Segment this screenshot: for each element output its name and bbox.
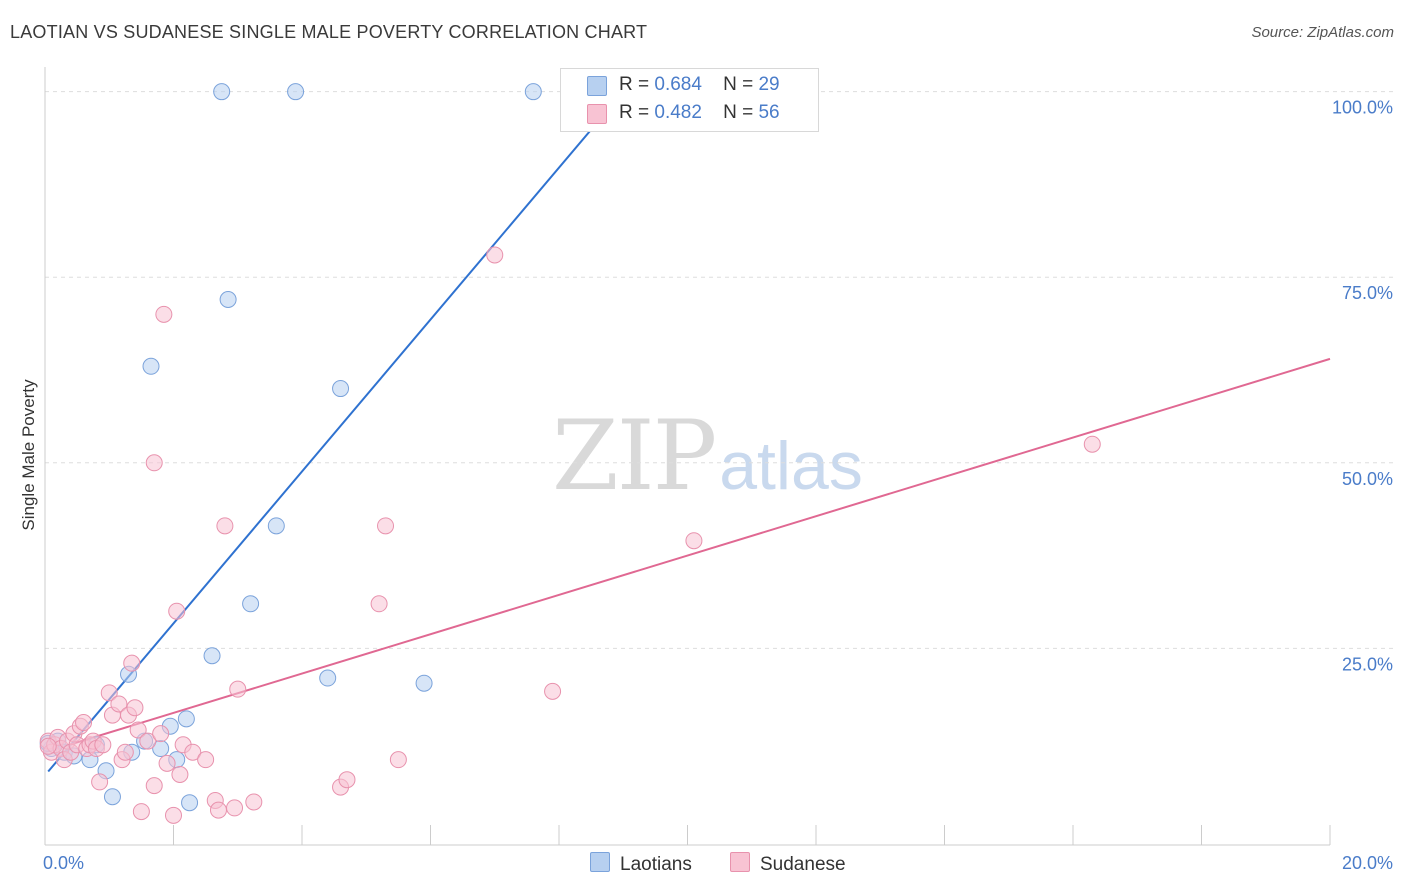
laotian-point	[181, 794, 199, 812]
sudanese-point	[486, 246, 504, 264]
sudanese-point	[94, 736, 112, 754]
sudanese-point	[370, 595, 388, 613]
sudanese-point	[226, 799, 244, 817]
point-layer	[39, 83, 1101, 824]
sudanese-point	[1083, 435, 1101, 453]
sudanese-point	[229, 680, 247, 698]
legend-n-value-sudanese: 56	[758, 102, 780, 123]
sudanese-point	[197, 751, 215, 769]
sudanese-point	[91, 773, 109, 791]
sudanese-point	[39, 737, 57, 755]
legend-r-value-sudanese: 0.482	[654, 102, 702, 123]
laotian-trend-line	[47, 91, 625, 773]
legend-swatch-laotians	[587, 76, 607, 96]
sudanese-point	[165, 806, 182, 824]
source-label: Source: ZipAtlas.com	[1251, 24, 1394, 41]
y-tick-label: 50.0%	[1342, 469, 1393, 489]
watermark: ZIPatlas	[552, 400, 863, 512]
sudanese-point	[126, 699, 144, 717]
sudanese-trend-line	[44, 357, 1331, 754]
y-tick-label: 25.0%	[1342, 654, 1393, 674]
grid-layer	[45, 91, 1395, 649]
sudanese-point	[168, 602, 186, 620]
laotian-point	[415, 674, 433, 692]
bottom-legend-swatch-sudanese	[730, 852, 750, 872]
laotian-point	[103, 788, 121, 806]
laotian-point	[287, 83, 305, 101]
sudanese-point	[116, 743, 134, 761]
sudanese-point	[75, 714, 93, 732]
sudanese-point	[171, 765, 189, 783]
sudanese-point	[245, 793, 263, 811]
sudanese-point	[209, 801, 227, 819]
laotian-point	[524, 83, 542, 101]
axis-layer	[44, 67, 1331, 846]
laotian-point	[177, 710, 195, 728]
label-layer: 25.0% 50.0% 75.0% 100.0% 0.0% 20.0% Single Mal…	[19, 98, 1393, 873]
bottom-legend-label-sudanese: Sudanese	[760, 854, 846, 875]
sudanese-point	[389, 751, 407, 769]
legend-r-value-laotians: 0.684	[654, 74, 702, 95]
sudanese-point	[152, 725, 170, 743]
sudanese-point	[139, 732, 157, 750]
legend-n-label: N =	[723, 102, 754, 123]
sudanese-point	[158, 754, 176, 772]
bottom-legend-label-laotians: Laotians	[620, 854, 692, 875]
legend-swatch-sudanese	[587, 104, 607, 124]
trend-layer	[44, 91, 1331, 773]
bottom-legend-laotians: Laotians	[590, 852, 692, 876]
laotian-point	[219, 290, 237, 308]
sudanese-point	[544, 682, 562, 700]
watermark-atlas: atlas	[719, 428, 863, 504]
sudanese-point	[155, 305, 173, 323]
sudanese-point	[216, 517, 234, 535]
laotian-point	[142, 357, 160, 375]
sudanese-point	[132, 803, 150, 821]
bottom-legend-swatch-laotians	[590, 852, 610, 872]
laotian-point	[213, 83, 231, 101]
x-tick-label: 0.0%	[43, 853, 84, 873]
sudanese-point	[377, 517, 395, 535]
correlation-legend: R = 0.684 N = 29 R = 0.482 N = 56	[560, 68, 819, 132]
sudanese-point	[184, 743, 202, 761]
sudanese-point	[123, 654, 141, 672]
laotian-point	[332, 380, 350, 398]
laotian-point	[242, 595, 260, 613]
sudanese-point	[129, 721, 147, 739]
laotian-point	[203, 647, 221, 665]
y-axis-title: Single Male Poverty	[19, 379, 38, 531]
bottom-legend-sudanese: Sudanese	[730, 852, 846, 876]
sudanese-point	[338, 771, 356, 789]
x-tick-label: 20.0%	[1342, 853, 1393, 873]
watermark-zip: ZIP	[552, 400, 717, 512]
legend-r-label: R =	[619, 102, 650, 123]
legend-n-label: N =	[723, 74, 754, 95]
y-tick-label: 75.0%	[1342, 283, 1393, 303]
legend-r-label: R =	[619, 74, 650, 95]
sudanese-point	[145, 777, 163, 795]
sudanese-point	[145, 454, 163, 472]
laotian-point	[267, 517, 285, 535]
legend-n-value-laotians: 29	[758, 74, 780, 95]
sudanese-point	[100, 684, 118, 702]
sudanese-point	[110, 695, 128, 713]
y-tick-label: 100.0%	[1332, 98, 1393, 118]
sudanese-point	[685, 532, 703, 550]
chart-title: LAOTIAN VS SUDANESE SINGLE MALE POVERTY …	[10, 22, 648, 42]
laotian-point	[319, 669, 337, 687]
